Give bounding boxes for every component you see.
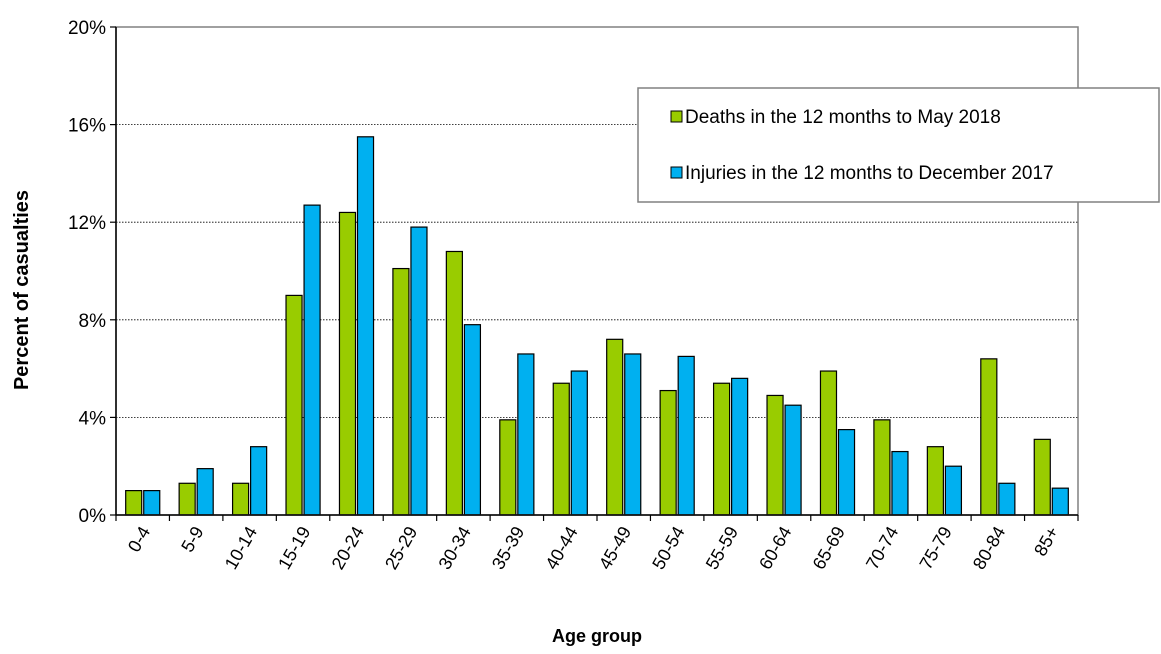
bar-deaths-35-39: [499, 419, 517, 516]
legend-label-injuries: Injuries in the 12 months to December 20…: [685, 163, 1054, 184]
bar-deaths-20-24: [338, 211, 357, 516]
bar-deaths-85+: [1033, 438, 1051, 516]
bar-deaths-80-84: [980, 358, 998, 516]
bar-injuries-70-74: [891, 450, 909, 516]
legend-box: [637, 87, 1160, 203]
bar-injuries-40-44: [570, 370, 588, 516]
bar-injuries-0-4: [143, 490, 161, 516]
bar-deaths-30-34: [445, 250, 463, 516]
y-tick-label: 0%: [79, 506, 107, 527]
bar-injuries-65-69: [837, 429, 856, 516]
bar-deaths-60-64: [766, 394, 784, 516]
legend-swatch-injuries: [670, 166, 683, 179]
x-tick-label: 10-14: [221, 523, 261, 573]
bar-deaths-5-9: [178, 482, 196, 516]
bar-deaths-10-14: [231, 482, 250, 516]
bar-deaths-55-59: [712, 382, 731, 516]
legend: Deaths in the 12 months to May 2018 Inju…: [637, 87, 1160, 203]
x-tick-label: 50-54: [648, 523, 688, 573]
legend-label-deaths: Deaths in the 12 months to May 2018: [685, 107, 1001, 128]
bar-deaths-25-29: [392, 267, 410, 516]
bar-deaths-75-79: [926, 446, 944, 516]
y-ticks: 0% 4% 8% 12% 16% 20%: [68, 18, 116, 527]
bar-injuries-60-64: [784, 404, 802, 516]
x-tick-label: 45-49: [595, 523, 635, 573]
x-ticks: 0-4 5-9 10-14 15-19 20-24 25-29 30-34 35-39 40-4…: [115, 515, 1079, 573]
x-tick-label: 25-29: [381, 523, 421, 573]
y-tick-label: 4%: [79, 408, 107, 429]
x-tick-label: 75-79: [916, 523, 956, 573]
legend-swatch-deaths: [670, 110, 683, 123]
bar-deaths-70-74: [873, 419, 891, 516]
x-tick-label: 5-9: [177, 523, 207, 556]
x-tick-label: 80-84: [969, 523, 1009, 573]
bar-injuries-80-84: [998, 482, 1016, 516]
x-tick-label: 70-74: [862, 523, 902, 573]
x-tick-label: 40-44: [541, 523, 581, 573]
bar-deaths-15-19: [285, 294, 303, 516]
bar-injuries-10-14: [250, 446, 268, 516]
bar-deaths-50-54: [659, 389, 677, 516]
bar-injuries-15-19: [303, 204, 321, 516]
x-tick-label: 15-19: [274, 523, 314, 573]
bar-injuries-5-9: [196, 468, 214, 516]
bar-injuries-85+: [1051, 487, 1069, 516]
x-tick-label: 60-64: [755, 523, 795, 573]
x-tick-label: 30-34: [435, 523, 475, 573]
bar-deaths-40-44: [552, 382, 570, 516]
y-tick-label: 8%: [79, 311, 107, 332]
x-tick-label: 20-24: [328, 523, 368, 573]
x-tick-label: 55-59: [702, 523, 742, 573]
x-tick-label: 0-4: [124, 523, 154, 556]
bar-deaths-0-4: [125, 490, 143, 516]
bars: [125, 136, 1069, 516]
bar-injuries-30-34: [463, 324, 482, 516]
y-tick-label: 12%: [68, 213, 106, 234]
y-tick-label: 16%: [68, 116, 106, 137]
bar-deaths-45-49: [606, 338, 624, 516]
y-tick-label: 20%: [68, 18, 106, 39]
bar-injuries-55-59: [731, 377, 749, 516]
x-tick-label: 35-39: [488, 523, 528, 573]
bar-injuries-75-79: [944, 465, 963, 516]
bar-injuries-45-49: [624, 353, 642, 516]
x-tick-label: 85+: [1030, 523, 1063, 559]
bar-injuries-50-54: [677, 355, 695, 516]
x-axis-title: Age group: [552, 626, 642, 646]
bar-injuries-20-24: [356, 136, 375, 516]
x-tick-label: 65-69: [809, 523, 849, 573]
bar-deaths-65-69: [819, 370, 838, 516]
y-axis-title: Percent of casualties: [11, 190, 33, 390]
bar-injuries-25-29: [410, 226, 428, 516]
bar-injuries-35-39: [517, 353, 535, 516]
